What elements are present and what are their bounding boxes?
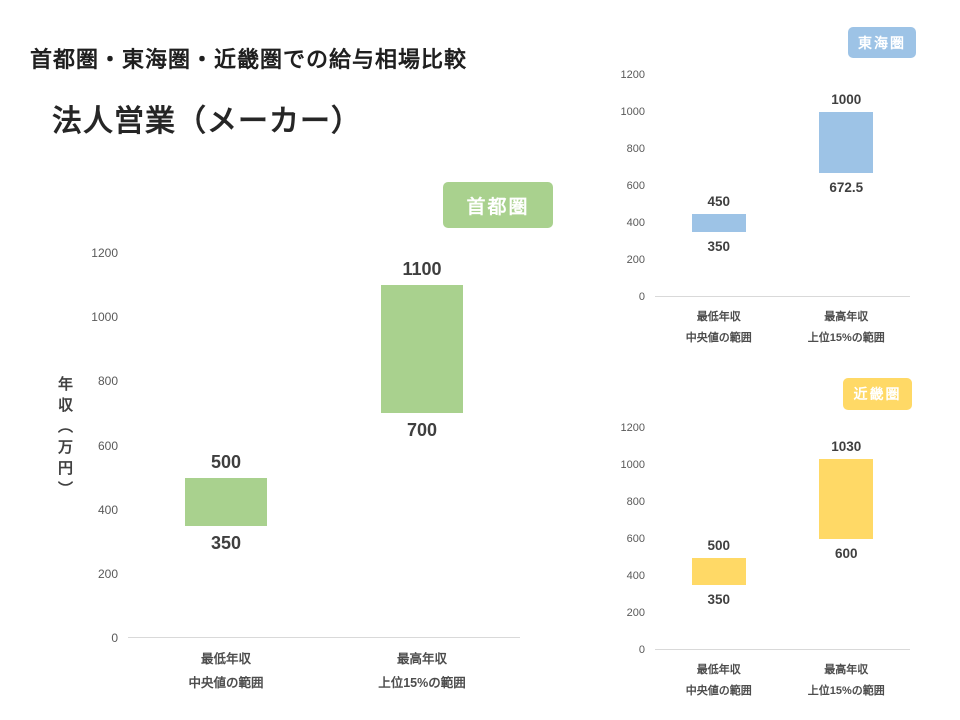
y-tick-label: 800 (97, 374, 118, 389)
max-value-label: 1100 (402, 259, 442, 280)
salary-range-bar (184, 477, 268, 526)
y-tick-label: 800 (626, 496, 645, 508)
x-axis-line (655, 649, 910, 650)
min-value-label: 600 (834, 546, 858, 561)
min-value-label: 350 (707, 239, 731, 255)
y-tick-label: 1200 (620, 69, 645, 81)
y-tick-label: 0 (111, 631, 118, 645)
chart-tokai: 東海圏 0 200 400 600 800 1000 1200 450 350 最低年収中央値の範… (600, 10, 950, 360)
y-tick-label: 0 (638, 644, 645, 656)
y-tick-label: 1200 (620, 422, 645, 434)
y-tick-label: 200 (626, 254, 645, 266)
category-sublabel: 上位15%の範囲 (378, 676, 466, 690)
y-tick-label: 1000 (620, 106, 645, 118)
category-label: 最高年収 (824, 311, 869, 323)
category-label: 最高年収 (824, 664, 869, 676)
salary-range-bar (691, 557, 746, 586)
min-value-label: 672.5 (829, 179, 864, 195)
y-tick-label: 600 (626, 533, 645, 545)
y-tick-label: 1200 (91, 246, 118, 260)
region-badge-shutoken: 首都圏 (443, 182, 553, 228)
salary-range-bar (691, 213, 746, 233)
y-tick-label: 600 (626, 180, 645, 192)
salary-range-bar (819, 112, 874, 173)
region-badge-kinki: 近畿圏 (843, 378, 912, 410)
min-value-label: 350 (707, 592, 731, 608)
y-axis-title: 年収（万円） (56, 376, 73, 502)
y-tick-label: 200 (97, 566, 118, 581)
category-label: 最低年収 (696, 311, 741, 323)
x-axis-line (655, 296, 910, 297)
category-sublabel: 上位15%の範囲 (807, 332, 885, 344)
max-value-label: 450 (707, 193, 731, 209)
y-tick-label: 1000 (91, 310, 118, 325)
x-axis-line (128, 637, 520, 638)
min-value-label: 350 (210, 532, 242, 553)
max-value-label: 500 (707, 537, 731, 553)
category-sublabel: 中央値の範囲 (685, 332, 752, 344)
page-subtitle: 法人営業（メーカー） (52, 105, 362, 138)
plot-area-kinki: 0 200 400 600 800 1000 1200 500 350 最低年収中央値の範囲 103… (621, 422, 910, 697)
category-label: 最低年収 (696, 664, 741, 676)
y-tick-label: 400 (626, 217, 645, 229)
max-value-label: 500 (210, 451, 242, 472)
y-tick-label: 400 (626, 570, 645, 582)
category-label: 最高年収 (396, 652, 448, 666)
category-sublabel: 中央値の範囲 (188, 676, 264, 690)
salary-range-bar (380, 285, 464, 414)
category-sublabel: 中央値の範囲 (685, 685, 752, 697)
max-value-label: 1000 (831, 92, 862, 107)
region-badge-tokai: 東海圏 (848, 27, 916, 58)
page-title: 首都圏・東海圏・近畿圏での給与相場比較 (30, 47, 468, 72)
y-tick-label: 600 (97, 438, 118, 453)
max-value-label: 1030 (831, 439, 862, 455)
y-tick-label: 400 (97, 502, 118, 517)
category-sublabel: 上位15%の範囲 (807, 685, 885, 697)
category-label: 最低年収 (200, 652, 252, 666)
chart-shutoken: 首都圏 年収（万円） 0 200 400 600 800 1000 1200 500 350 最低… (40, 180, 560, 720)
chart-kinki: 近畿圏 0 200 400 600 800 1000 1200 500 350 最低年収中央値の範… (600, 363, 950, 720)
y-tick-label: 0 (638, 291, 645, 303)
plot-area-tokai: 0 200 400 600 800 1000 1200 450 350 最低年収中央値の範囲 100… (621, 69, 910, 344)
y-tick-label: 200 (626, 607, 645, 619)
y-tick-label: 800 (626, 143, 645, 155)
min-value-label: 700 (406, 420, 438, 441)
y-tick-label: 1000 (620, 459, 645, 471)
plot-area-shutoken: 0 200 400 600 800 1000 1200 500 350 最低年収中央値の範囲 110… (91, 246, 520, 690)
salary-range-bar (819, 459, 874, 539)
